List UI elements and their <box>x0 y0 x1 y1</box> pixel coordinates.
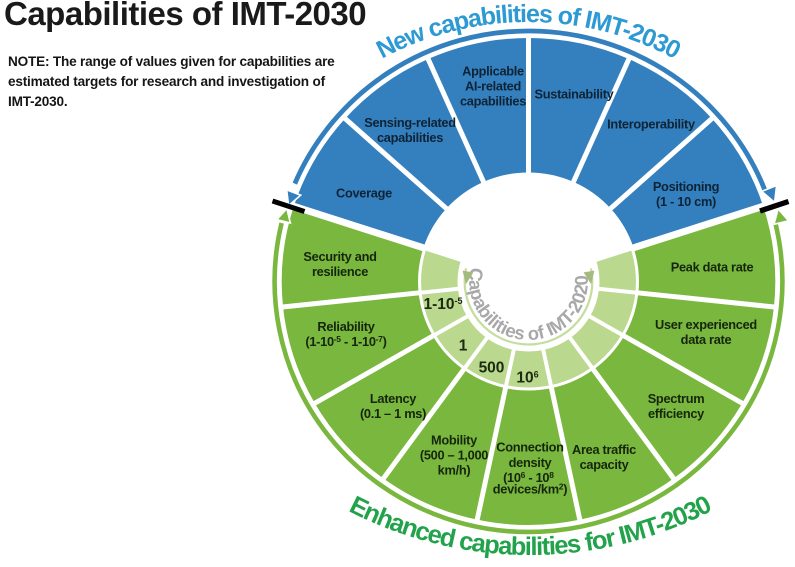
svg-text:1-10-5: 1-10-5 <box>423 296 462 313</box>
svg-text:Latency(0.1 – 1 ms): Latency (0.1 – 1 ms) <box>360 391 426 421</box>
svg-text:500: 500 <box>479 360 505 377</box>
svg-text:Interoperability: Interoperability <box>607 117 696 132</box>
svg-text:Positioning(1 - 10 cm): Positioning (1 - 10 cm) <box>653 179 719 209</box>
svg-text:Reliability(1-10-5 - 1-10-7): Reliability (1-10-5 - 1-10-7) <box>305 319 386 349</box>
svg-text:Coverage: Coverage <box>336 186 392 201</box>
svg-text:1: 1 <box>459 338 468 355</box>
svg-text:106: 106 <box>516 370 538 387</box>
svg-text:Sustainability: Sustainability <box>535 87 615 102</box>
svg-text:Peak data rate: Peak data rate <box>671 260 754 275</box>
